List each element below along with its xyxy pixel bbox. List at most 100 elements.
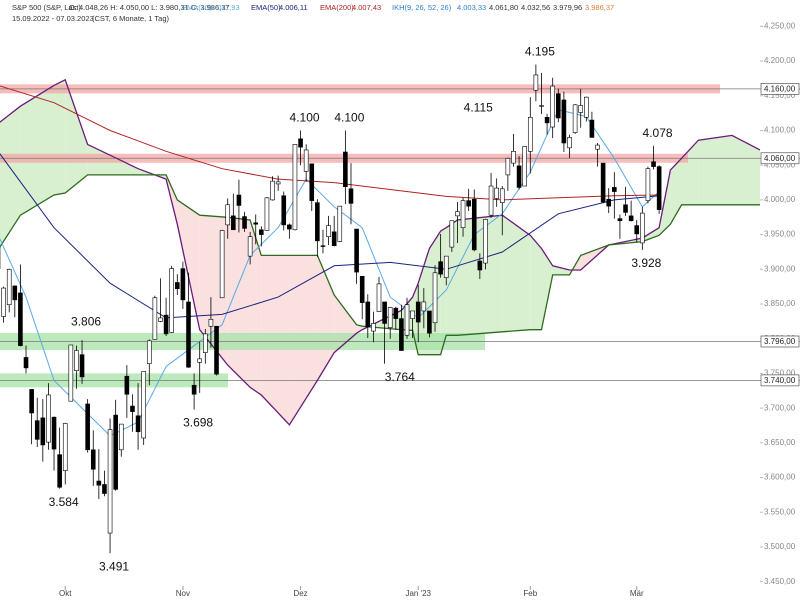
candle-body: [264, 197, 270, 231]
candle-body: [23, 357, 29, 369]
cloud-fill: [731, 135, 760, 205]
y-tick-label: 4.000,00: [764, 195, 796, 204]
legend-value: 4.032,56: [521, 3, 550, 12]
candle-body: [186, 301, 191, 368]
annotation: 4.100: [290, 111, 320, 125]
candle-body: [146, 340, 152, 365]
candle-body: [505, 157, 511, 176]
candle-body: [494, 187, 499, 199]
candle-body: [354, 228, 359, 273]
candle-body: [640, 212, 645, 244]
y-tick-label: 4.050,00: [764, 160, 796, 169]
candle-body: [359, 275, 365, 303]
candle-body: [247, 236, 253, 257]
candle-body: [141, 371, 146, 439]
candle-body: [90, 449, 96, 470]
candle-body: [208, 318, 214, 327]
annotation: 4.078: [643, 126, 673, 140]
candle-body: [326, 225, 331, 237]
candle-body: [499, 188, 505, 203]
candle-body: [118, 423, 124, 451]
y-tick-label: 3.700,00: [764, 403, 796, 412]
candle-body: [443, 255, 449, 278]
date-range: 15.09.2022 - 07.03.2023: [12, 14, 94, 23]
cloud-fill: [541, 248, 553, 330]
y-tick-label: 3.650,00: [764, 438, 796, 447]
annotation: 3.764: [385, 370, 415, 384]
candle-body: [421, 301, 427, 312]
candle-body: [455, 211, 460, 217]
level-label-box: [760, 82, 800, 95]
y-tick-label: 4.100,00: [764, 126, 796, 135]
symbol: S&P 500 (S&P, Last): [12, 3, 81, 12]
candle-body: [612, 187, 617, 192]
candle-body: [79, 354, 85, 378]
y-tick-label: 4.200,00: [764, 56, 796, 65]
candle-body: [376, 283, 382, 312]
candle-body: [343, 151, 348, 188]
candle-body: [460, 200, 466, 228]
cloud-fill: [670, 158, 682, 225]
candle-body: [539, 105, 544, 107]
candle-body: [438, 261, 443, 275]
annotation: 4.100: [334, 111, 364, 125]
candle-body: [191, 384, 197, 395]
ema-line: [0, 153, 660, 319]
candle-body: [203, 333, 208, 353]
candle-body: [634, 225, 640, 235]
candle-body: [449, 220, 455, 248]
candle-body: [561, 99, 567, 144]
candle-body: [135, 415, 141, 433]
annotation: 3.928: [631, 256, 661, 270]
annotation: 3.806: [71, 315, 101, 329]
level-label: 3.796,00: [764, 337, 796, 346]
candle-body: [387, 307, 393, 328]
candle-body: [544, 117, 550, 124]
cloud-fill: [177, 199, 200, 330]
y-tick-label: 3.600,00: [764, 473, 796, 482]
level-label: 4.060,00: [764, 154, 796, 163]
candle-body: [1, 287, 6, 317]
candle-body: [584, 96, 589, 118]
candle-body: [124, 375, 130, 395]
level-label: 3.740,00: [764, 376, 796, 385]
annotation: 4.195: [525, 45, 555, 59]
cloud-fill: [65, 79, 88, 193]
candle-body: [645, 168, 651, 201]
candle-body: [158, 317, 163, 322]
candle-body: [57, 454, 62, 488]
cloud-fill: [530, 235, 542, 330]
candle-body: [331, 231, 337, 247]
y-tick-label: 3.450,00: [764, 577, 796, 586]
candle-body: [567, 137, 572, 149]
cloud-fill: [250, 220, 262, 395]
cloud-fill: [642, 227, 660, 242]
candle-body: [589, 119, 595, 138]
candle-body: [600, 162, 606, 203]
annotation: 4.115: [464, 100, 493, 114]
annotation: 3.491: [99, 559, 129, 573]
candle-body: [169, 268, 174, 333]
candle-body: [477, 260, 483, 271]
candle-body: [404, 304, 410, 336]
candle-body: [236, 194, 242, 206]
candle-body: [410, 310, 415, 319]
ema-line: [0, 85, 660, 201]
candle-body: [163, 314, 169, 335]
candle-body: [152, 297, 158, 340]
candle-body: [96, 480, 102, 486]
candle-body: [74, 350, 79, 371]
ohlc: O: 4.048,26 H: 4.050,00 L: 3.980,31 C: 3…: [69, 3, 230, 12]
candle-body: [40, 417, 46, 446]
candle-body: [303, 149, 309, 172]
cloud-fill: [552, 265, 570, 275]
candle-body: [180, 268, 186, 301]
candle-body: [253, 222, 259, 225]
candle-body: [219, 230, 225, 299]
candle-body: [337, 205, 343, 242]
candle-body: [107, 429, 113, 534]
candle-body: [550, 85, 555, 128]
candle-body: [432, 272, 438, 324]
